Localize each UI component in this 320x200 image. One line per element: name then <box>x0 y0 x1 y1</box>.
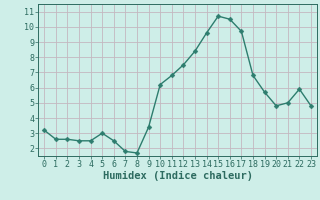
X-axis label: Humidex (Indice chaleur): Humidex (Indice chaleur) <box>103 171 252 181</box>
